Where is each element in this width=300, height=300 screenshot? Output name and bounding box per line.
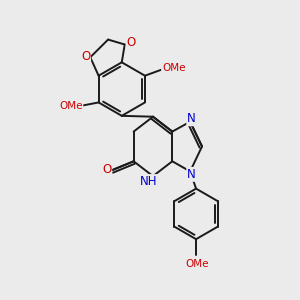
Text: OMe: OMe [162, 63, 185, 73]
Text: OMe: OMe [59, 101, 82, 111]
Text: O: O [81, 50, 90, 63]
Text: NH: NH [140, 175, 157, 188]
Text: OMe: OMe [185, 259, 208, 269]
Text: O: O [127, 37, 136, 50]
Text: N: N [187, 168, 196, 181]
Text: O: O [102, 163, 111, 176]
Text: N: N [187, 112, 196, 125]
